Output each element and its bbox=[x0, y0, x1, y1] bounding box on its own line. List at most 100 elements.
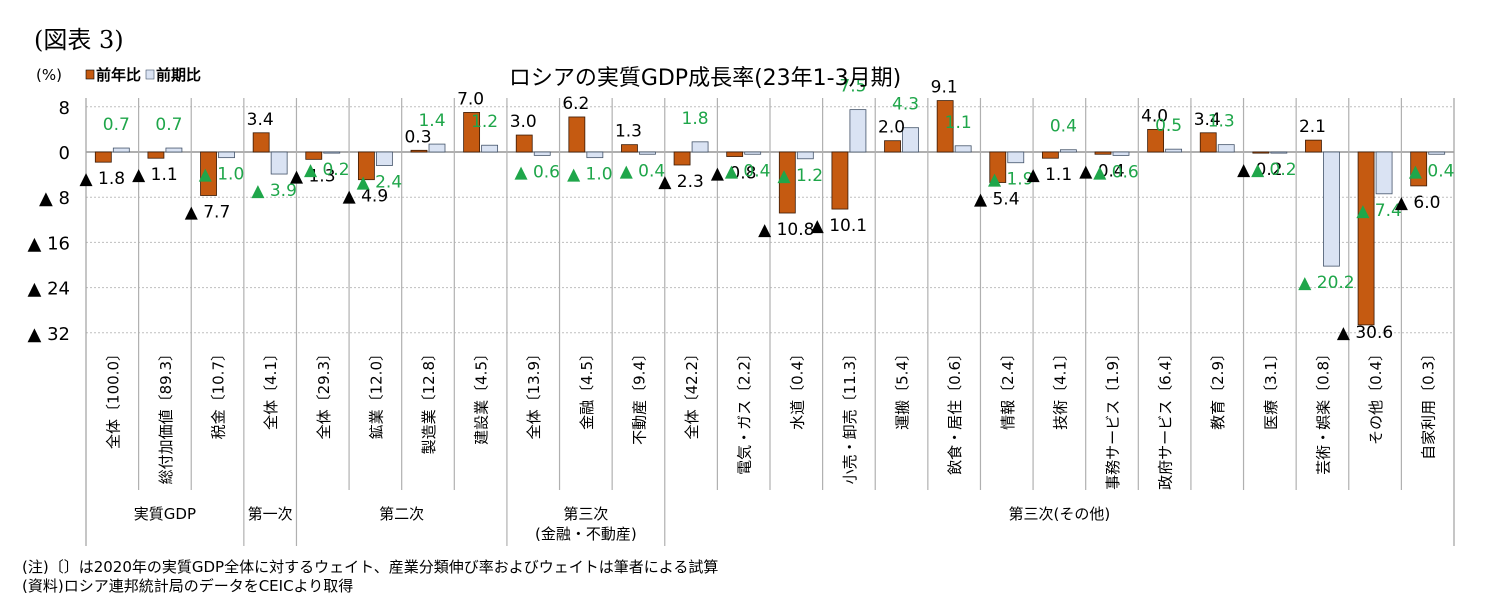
data-label-yoy: ▲ 4.9 bbox=[343, 187, 389, 207]
y-axis-unit: (%) bbox=[36, 66, 62, 84]
bar-yoy bbox=[568, 116, 586, 153]
bar-yoy bbox=[778, 151, 796, 214]
category-label: 総付加価値〔89.3〕 bbox=[157, 346, 175, 484]
bar-yoy bbox=[1410, 151, 1428, 187]
bar-qoq bbox=[323, 151, 341, 154]
category-label: 情報〔2.4〕 bbox=[999, 346, 1017, 430]
bar-qoq bbox=[954, 145, 972, 153]
data-label-yoy: 9.1 bbox=[931, 78, 958, 98]
category-label: 製造業〔12.8〕 bbox=[420, 346, 438, 454]
group-label: 第三次(その他) bbox=[1009, 505, 1111, 523]
bar-yoy bbox=[200, 151, 217, 196]
category-separators bbox=[85, 98, 1455, 546]
data-label-qoq: 0.7 bbox=[103, 115, 130, 135]
bar-qoq bbox=[1112, 151, 1130, 156]
category-label: 医療〔3.1〕 bbox=[1262, 346, 1280, 430]
category-label: その他〔0.4〕 bbox=[1367, 346, 1385, 445]
data-label-qoq: ▲ 0.2 bbox=[1251, 160, 1297, 180]
legend-label-yoy: 前年比 bbox=[96, 66, 141, 84]
category-label: 建設業〔4.5〕 bbox=[473, 346, 491, 445]
category-label: 飲食・居住〔0.6〕 bbox=[946, 346, 964, 475]
data-label-qoq: ▲ 0.2 bbox=[304, 160, 350, 180]
bar-yoy bbox=[884, 140, 901, 153]
bar-yoy bbox=[673, 151, 691, 166]
data-label-qoq: 1.8 bbox=[682, 109, 709, 129]
bar-qoq bbox=[691, 141, 709, 153]
group-label: 第一次 bbox=[248, 505, 293, 523]
bar-yoy bbox=[515, 134, 533, 153]
chart-title: ロシアの実質GDP成長率(23年1-3月期) bbox=[509, 66, 901, 91]
bar-qoq bbox=[218, 151, 235, 159]
data-label-qoq: ▲ 2.4 bbox=[357, 173, 403, 193]
legend-swatch-yoy bbox=[85, 69, 95, 80]
data-label-qoq: 1.2 bbox=[471, 112, 498, 132]
bar-yoy bbox=[357, 151, 375, 181]
bar-qoq bbox=[639, 151, 656, 155]
bar-yoy bbox=[410, 149, 428, 153]
group-labels: 実質GDP 第一次 第二次 第三次 (金融・不動産) 第三次(その他) bbox=[134, 505, 1110, 543]
group-label: (金融・不動産) bbox=[535, 525, 637, 543]
y-tick-label: ▲ 8 bbox=[39, 188, 70, 209]
data-label-qoq: ▲ 1.9 bbox=[988, 170, 1034, 190]
bar-qoq bbox=[1059, 149, 1077, 153]
category-label: 鉱業〔12.0〕 bbox=[367, 346, 385, 439]
y-tick-label: ▲ 32 bbox=[28, 324, 70, 345]
bar-yoy bbox=[936, 100, 954, 153]
data-label-qoq: ▲ 3.9 bbox=[251, 181, 297, 201]
group-label: 第三次 bbox=[563, 505, 608, 523]
data-label-qoq: ▲ 0.4 bbox=[620, 161, 666, 181]
bar-qoq bbox=[1217, 144, 1235, 153]
data-label-yoy: ▲ 5.4 bbox=[974, 190, 1020, 210]
data-label-yoy: 2.1 bbox=[1299, 117, 1326, 137]
y-tick-label: ▲ 24 bbox=[28, 279, 70, 300]
legend: (%) 前年比 前期比 bbox=[36, 66, 201, 84]
bar-yoy bbox=[305, 151, 323, 160]
data-label-yoy: 3.0 bbox=[510, 112, 537, 132]
bar-yoy bbox=[726, 151, 744, 157]
bar-qoq bbox=[270, 151, 288, 175]
data-label-qoq: ▲ 0.6 bbox=[514, 162, 560, 182]
data-label-yoy: 3.4 bbox=[1194, 110, 1221, 130]
data-label-qoq: 0.4 bbox=[1050, 117, 1077, 137]
bar-yoy bbox=[463, 112, 481, 153]
data-label-yoy: ▲ 6.0 bbox=[1395, 193, 1441, 213]
data-label-yoy: 3.4 bbox=[247, 110, 274, 130]
bar-yoy bbox=[1305, 139, 1322, 153]
category-label: 政府サービス〔6.4〕 bbox=[1157, 346, 1175, 490]
data-label-qoq: 1.4 bbox=[418, 111, 445, 131]
data-label-yoy: ▲ 7.7 bbox=[185, 203, 231, 223]
data-label-yoy: ▲ 1.8 bbox=[80, 169, 126, 189]
bar-qoq bbox=[902, 127, 919, 153]
bar-qoq bbox=[586, 151, 604, 159]
data-label-qoq: 1.3 bbox=[1208, 112, 1235, 132]
bar-qoq bbox=[1375, 151, 1393, 195]
data-label-yoy: 6.2 bbox=[562, 94, 589, 114]
data-label-qoq: ▲ 0.4 bbox=[725, 161, 771, 181]
bar-yoy bbox=[252, 132, 270, 153]
category-label: 教育〔2.9〕 bbox=[1209, 346, 1227, 430]
category-label: 水道〔0.4〕 bbox=[788, 346, 806, 430]
data-label-qoq: ▲ 0.6 bbox=[1093, 162, 1139, 182]
data-label-yoy: 7.0 bbox=[457, 89, 484, 109]
bar-qoq bbox=[849, 109, 867, 153]
category-label: 運搬〔5.4〕 bbox=[894, 346, 912, 430]
category-label: 全体〔29.3〕 bbox=[315, 346, 333, 439]
bar-yoy bbox=[621, 144, 638, 153]
bar-qoq bbox=[744, 151, 762, 155]
bar-yoy bbox=[1357, 151, 1375, 326]
footnote-note: (注)〔〕は2020年の実質GDP全体に対するウェイト、産業分類伸び率およびウェ… bbox=[22, 558, 719, 576]
data-label-yoy: 2.0 bbox=[878, 118, 905, 138]
category-label: 全体〔100.0〕 bbox=[104, 346, 122, 449]
category-label: 金融〔4.5〕 bbox=[578, 346, 596, 430]
category-label: 全体〔13.9〕 bbox=[525, 346, 543, 439]
category-labels: 全体〔100.0〕 総付加価値〔89.3〕 税金〔10.7〕 全体〔4.1〕 全体〔29… bbox=[104, 346, 1437, 490]
bar-qoq bbox=[1428, 151, 1446, 155]
category-label: 電気・ガス〔2.2〕 bbox=[736, 346, 754, 475]
group-label: 第二次 bbox=[379, 505, 424, 523]
category-label: 自家利用〔0.3〕 bbox=[1420, 346, 1438, 460]
bar-qoq bbox=[1165, 148, 1183, 153]
category-label: 事務サービス〔1.9〕 bbox=[1104, 346, 1122, 490]
bar-yoy bbox=[1094, 151, 1112, 155]
bar-qoq bbox=[112, 147, 130, 153]
data-label-yoy: ▲ 1.1 bbox=[1027, 165, 1073, 185]
